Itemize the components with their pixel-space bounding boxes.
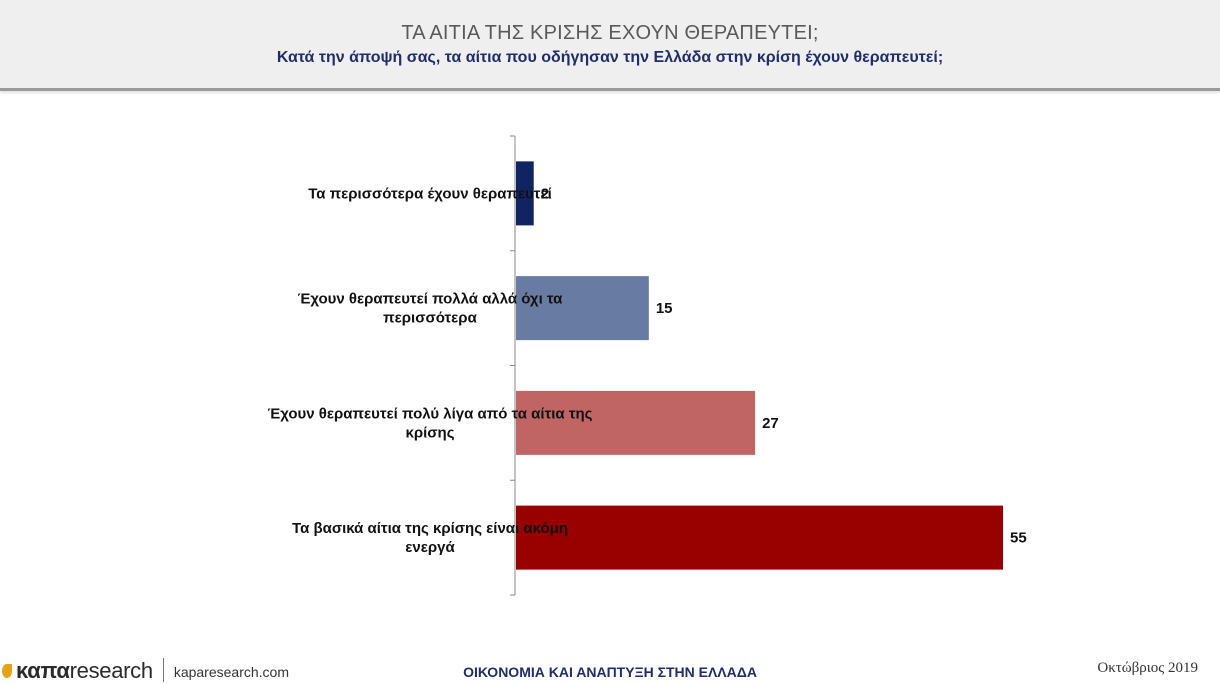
bar-2: [516, 276, 649, 341]
data-label-1: 2: [541, 185, 549, 202]
brand-divider: [162, 658, 164, 682]
footer-date: Οκτώβριος 2019: [1097, 660, 1198, 676]
brand-name: καπαresearch: [16, 658, 153, 683]
category-label-3: Έχουν θεραπευτεί πολύ λίγα από τα αίτια …: [268, 405, 593, 441]
brand-url: kaparesearch.com: [173, 664, 289, 680]
data-label-2: 15: [656, 300, 673, 317]
category-label-2: Έχουν θεραπευτεί πολλά αλλά όχι τα περισσ…: [298, 291, 564, 327]
category-label-4: Τα βασικά αίτια της κρίσης είναι ακόμη εν…: [292, 520, 568, 556]
header-banner: ΤΑ ΑΙΤΙΑ ΤΗΣ ΚΡΙΣΗΣ ΕΧΟΥΝ ΘΕΡΑΠΕΥΤΕΙ; Κα…: [0, 0, 1220, 91]
brand-logo: καπαresearch kaparesearch.com: [2, 654, 289, 684]
data-label-4: 55: [1010, 530, 1027, 547]
footer-section-title: ΟΙΚΟΝΟΜΙΑ ΚΑΙ ΑΝΑΠΤΥΞΗ ΣΤΗΝ ΕΛΛΑΔΑ: [463, 664, 757, 680]
bar-4: [516, 505, 1003, 570]
chart-title: ΤΑ ΑΙΤΙΑ ΤΗΣ ΚΡΙΣΗΣ ΕΧΟΥΝ ΘΕΡΑΠΕΥΤΕΙ;: [401, 22, 819, 44]
bar-1: [516, 161, 534, 226]
bar-chart: 2Τα περισσότερα έχουν θεραπευτεί 15 Έχουν …: [268, 135, 1027, 596]
data-label-3: 27: [762, 415, 779, 432]
category-label-1: Τα περισσότερα έχουν θεραπευτεί: [308, 185, 552, 202]
bar-3: [516, 390, 756, 455]
kapa-logo-icon: [2, 664, 12, 678]
chart-subtitle: Κατά την άποψή σας, τα αίτια που οδήγησα…: [276, 49, 944, 66]
